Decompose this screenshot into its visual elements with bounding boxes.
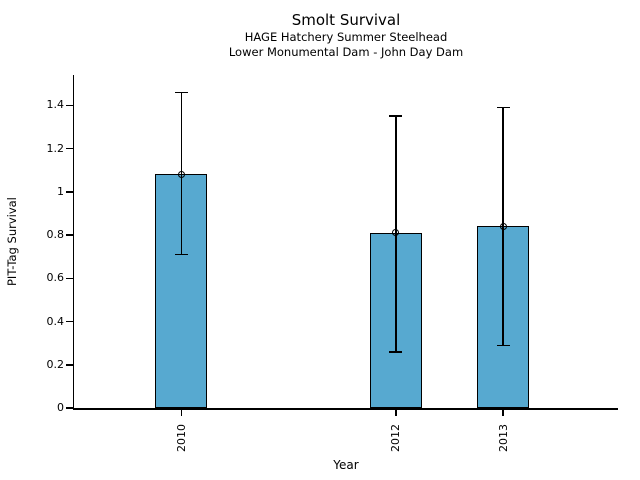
x-tick — [180, 409, 183, 416]
chart-title: Smolt Survival — [291, 11, 401, 29]
y-tick-label: 0 — [57, 401, 64, 414]
x-tick — [395, 409, 397, 416]
y-tick-label: 0.4 — [46, 314, 65, 328]
error-bar-cap-top — [389, 115, 403, 117]
y-tick — [66, 234, 73, 236]
x-tick-label: 2013 — [496, 424, 510, 452]
y-tick-label: 1.2 — [46, 141, 65, 155]
x-tick-label: 2010 — [174, 424, 188, 452]
x-axis-line — [72, 408, 618, 410]
error-bar-cap-bottom — [496, 344, 510, 347]
chart-subtitle-line1: HAGE Hatchery Summer Steelhead — [244, 30, 448, 44]
chart-subtitle-line2: Lower Monumental Dam - John Day Dam — [228, 45, 464, 59]
x-tick-label: 2012 — [389, 424, 403, 452]
y-tick — [66, 320, 73, 323]
x-tick — [502, 409, 504, 416]
y-tick-label: 0.2 — [46, 357, 65, 371]
y-tick — [66, 191, 73, 193]
error-bar-cap-top — [174, 91, 188, 94]
y-tick-label: 0.6 — [46, 271, 65, 285]
y-tick — [66, 277, 73, 279]
y-tick-label: 1.4 — [46, 98, 65, 112]
y-tick-label: 1 — [57, 184, 64, 198]
error-bar-cap-top — [496, 106, 510, 109]
y-tick — [66, 147, 73, 150]
y-tick — [66, 364, 73, 366]
y-tick — [66, 104, 73, 107]
y-tick — [66, 407, 73, 409]
x-axis-title: Year — [333, 458, 359, 472]
point-marker — [392, 229, 400, 237]
error-bar-cap-bottom — [389, 351, 403, 353]
y-axis-line — [72, 75, 74, 410]
y-tick-label: 0.8 — [46, 228, 65, 241]
error-bar-cap-bottom — [174, 253, 188, 256]
point-marker — [499, 222, 507, 230]
point-marker — [177, 170, 185, 178]
